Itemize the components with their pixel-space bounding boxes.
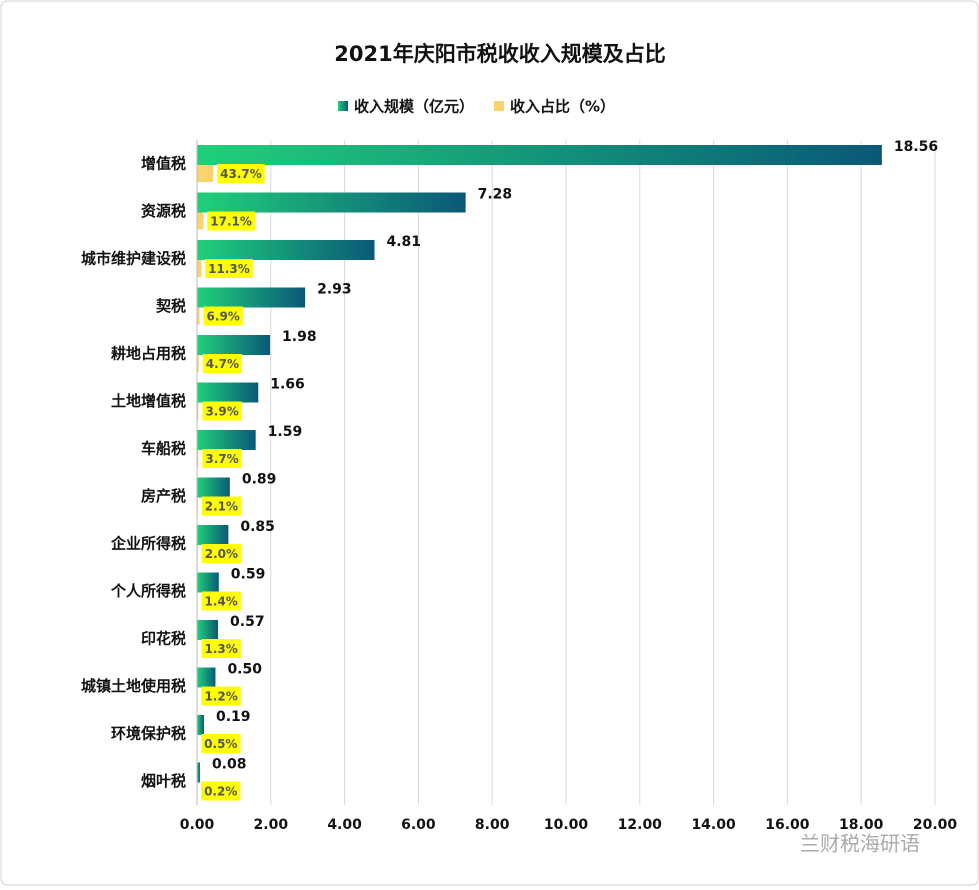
y-tick-label: 增值税 [141, 154, 186, 172]
value-label: 2.93 [317, 282, 352, 298]
value-label: 1.2% [204, 690, 237, 704]
value-label: 0.5% [204, 737, 237, 751]
value-label: 0.08 [212, 757, 247, 773]
bar [197, 335, 270, 355]
legend-swatch [494, 101, 504, 111]
value-label: 1.4% [205, 595, 238, 609]
value-label: 3.7% [205, 452, 238, 466]
bar [197, 383, 258, 403]
value-label: 43.7% [220, 167, 262, 181]
bar [197, 240, 374, 260]
value-label: 0.85 [240, 519, 275, 535]
legend-label: 收入占比（%） [510, 98, 615, 116]
x-tick-label: 14.00 [691, 817, 736, 833]
y-tick-label: 土地增值税 [111, 392, 186, 410]
value-label: 0.50 [227, 662, 262, 678]
y-tick-label: 契税 [155, 297, 186, 315]
y-tick-label: 个人所得税 [110, 582, 186, 600]
bar [197, 430, 256, 450]
bar [197, 668, 215, 688]
x-tick-label: 0.00 [180, 817, 215, 833]
y-tick-label: 城市维护建设税 [81, 249, 186, 267]
value-label: 4.81 [386, 234, 421, 250]
y-tick-label: 城镇土地使用税 [81, 677, 186, 695]
value-label: 6.9% [207, 310, 240, 324]
value-label: 11.3% [208, 262, 250, 276]
y-tick-label: 资源税 [141, 202, 186, 220]
bar [197, 573, 219, 593]
y-tick-label: 企业所得税 [110, 534, 186, 552]
value-label: 1.3% [204, 642, 237, 656]
x-tick-label: 20.00 [913, 817, 958, 833]
chart-title: 2021年庆阳市税收收入规模及占比 [334, 42, 665, 66]
bar [197, 193, 466, 213]
value-label: 0.19 [216, 709, 251, 725]
bar [197, 715, 204, 735]
value-label: 7.28 [478, 187, 513, 203]
value-label: 1.66 [270, 377, 305, 393]
bar [197, 525, 228, 545]
y-tick-label: 环境保护税 [111, 724, 186, 742]
y-tick-label: 印花税 [141, 629, 186, 647]
x-tick-label: 6.00 [401, 817, 436, 833]
bar [197, 260, 201, 277]
value-label: 1.59 [268, 424, 303, 440]
legend-swatch [338, 101, 348, 111]
value-label: 4.7% [206, 357, 239, 371]
x-tick-label: 16.00 [765, 817, 810, 833]
bar [197, 165, 213, 182]
x-tick-label: 8.00 [475, 817, 510, 833]
value-label: 0.57 [230, 614, 265, 630]
value-label: 17.1% [210, 215, 252, 229]
legend-label: 收入规模（亿元） [354, 98, 474, 116]
bar [197, 213, 203, 230]
value-label: 3.9% [205, 405, 238, 419]
y-tick-label: 耕地占用税 [111, 344, 186, 362]
bar [197, 145, 882, 165]
y-tick-label: 车船税 [141, 439, 186, 457]
watermark: 兰财税海研语 [800, 832, 920, 856]
value-label: 2.1% [205, 500, 238, 514]
value-label: 18.56 [894, 139, 938, 155]
value-label: 0.59 [231, 567, 266, 583]
y-tick-label: 房产税 [141, 487, 186, 505]
value-label: 2.0% [205, 547, 238, 561]
bar [197, 288, 305, 308]
bar [197, 620, 218, 640]
value-label: 0.2% [204, 785, 237, 799]
x-tick-label: 18.00 [839, 817, 884, 833]
x-tick-label: 10.00 [544, 817, 589, 833]
x-tick-label: 12.00 [618, 817, 663, 833]
value-label: 1.98 [282, 329, 317, 345]
bar [197, 478, 230, 498]
value-label: 0.89 [242, 472, 277, 488]
x-tick-label: 4.00 [327, 817, 362, 833]
x-tick-label: 2.00 [254, 817, 289, 833]
y-tick-label: 烟叶税 [141, 772, 186, 790]
